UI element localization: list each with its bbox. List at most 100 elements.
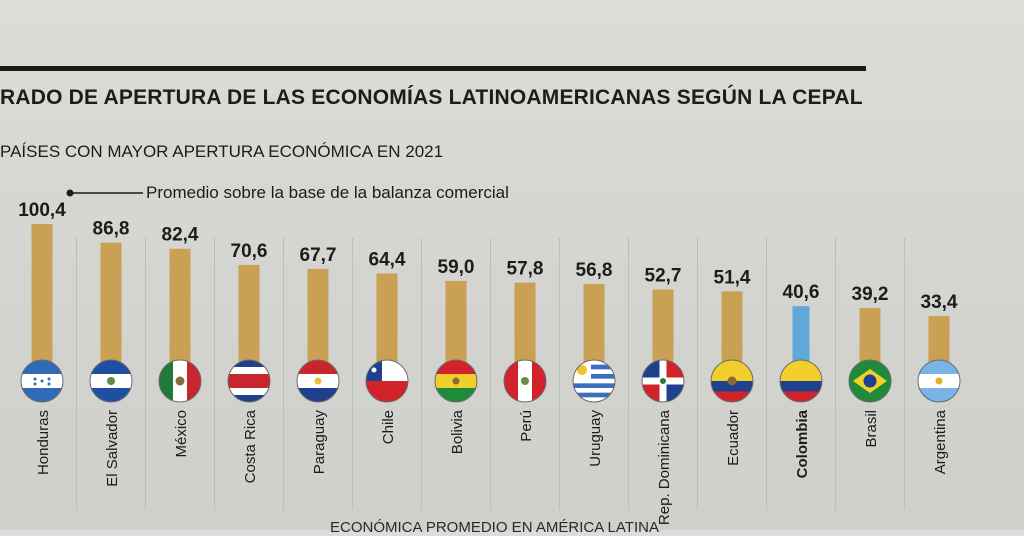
flag-stripe [228,381,270,389]
bar-colombia [792,306,810,362]
category-label: Chile [380,410,397,444]
value-label: 100,4 [18,200,66,221]
category-label: Ecuador [725,410,742,466]
flag-emblem [452,377,460,385]
flag-rim [779,359,823,403]
flag-emblem [314,377,322,385]
flag-stripe [228,395,270,402]
flag-emblem [727,376,737,386]
flag-stripe [711,370,753,382]
footer-text: ECONÓMICA PROMEDIO EN AMÉRICA LATINA [330,519,659,536]
value-label: 70,6 [231,241,268,262]
flag-rim [227,359,271,403]
flag-stripe [159,360,174,402]
annotation-leader [66,189,143,197]
chile-flag-icon [365,359,409,403]
paraguay-flag-icon [296,359,340,403]
flag-stripe [780,381,822,392]
flag-rim [572,359,616,403]
flag-stripe [573,369,615,375]
value-label: 52,7 [645,266,682,287]
flag-globe [863,374,877,388]
bolivia-flag-icon [434,359,478,403]
flag-stripe [780,391,822,402]
flag-emblem [935,377,943,385]
bar-chile [376,273,398,362]
flag-stripe [366,381,408,402]
flag-rim [917,359,961,403]
mexico-flag-icon [158,359,202,403]
bar-m-xico [169,248,191,362]
bar-rep-dominicana [652,289,674,362]
flag-rim [158,359,202,403]
flag-stripe [435,388,477,402]
flag-rim [710,359,754,403]
flag-stripe [573,374,615,380]
flag-star [33,377,37,381]
category-label: Argentina [932,409,949,474]
value-label: 40,6 [783,282,820,303]
flag-rim [641,359,685,403]
flag-rim [848,359,892,403]
flag-stripe [780,360,822,371]
value-label: 57,8 [507,259,544,280]
flag-sun [577,365,587,375]
bar-bolivia [445,280,467,362]
flag-rim [89,359,133,403]
title-rule [0,66,866,71]
flag-emblem [175,376,185,386]
brazil-flag-icon [848,359,892,403]
flag-stripe [573,383,615,389]
flag-stripe [918,388,960,402]
bar-argentina [928,316,950,362]
flag-stripe [711,360,753,371]
flag-stripe [780,370,822,382]
category-label: El Salvador [104,410,121,487]
flag-stripe [21,360,63,375]
flag-stripe [711,381,753,392]
dominican-republic-flag-icon [641,359,685,403]
argentina-flag-icon [917,359,961,403]
flag-stripe [90,388,132,402]
flag-stripe [228,374,270,382]
value-label: 56,8 [576,260,613,281]
flag-stripe [573,364,615,370]
bar-costa-rica [238,264,260,362]
honduras-flag-icon [20,359,64,403]
flag-stripe [573,378,615,384]
value-label: 39,2 [852,284,889,305]
flag-stripe [228,367,270,375]
flag-stripe [573,360,615,366]
category-label: Uruguay [587,410,604,467]
flag-stripe [711,391,753,402]
bar-ecuador [721,291,743,362]
bar-uruguay [583,283,605,362]
flag-stripe [504,360,519,402]
flag-stripe [21,388,63,402]
bar-brasil [859,308,881,362]
flag-star [47,382,51,386]
chart-subtitle: PAÍSES CON MAYOR APERTURA ECONÓMICA EN 2… [0,142,444,161]
category-label: México [173,410,190,458]
flag-stripe [297,388,339,402]
flag-emblem [660,378,666,384]
category-label: Colombia [794,409,811,478]
category-label: Honduras [35,410,52,475]
flag-rim [365,359,409,403]
flag-stripe [228,388,270,396]
flag-stripe [918,360,960,375]
flag-emblem [521,377,529,385]
bar-paraguay [307,268,329,362]
peru-flag-icon [503,359,547,403]
flag-stripe [573,388,615,394]
flag-rim [434,359,478,403]
flag-stripe [187,360,201,402]
bar-honduras [31,224,53,362]
flag-stripe [573,392,615,398]
flag-rim [296,359,340,403]
el-salvador-flag-icon [89,359,133,403]
value-label: 82,4 [162,225,199,246]
ecuador-flag-icon [710,359,754,403]
flag-stripe [532,360,546,402]
category-label: Perú [518,410,535,442]
